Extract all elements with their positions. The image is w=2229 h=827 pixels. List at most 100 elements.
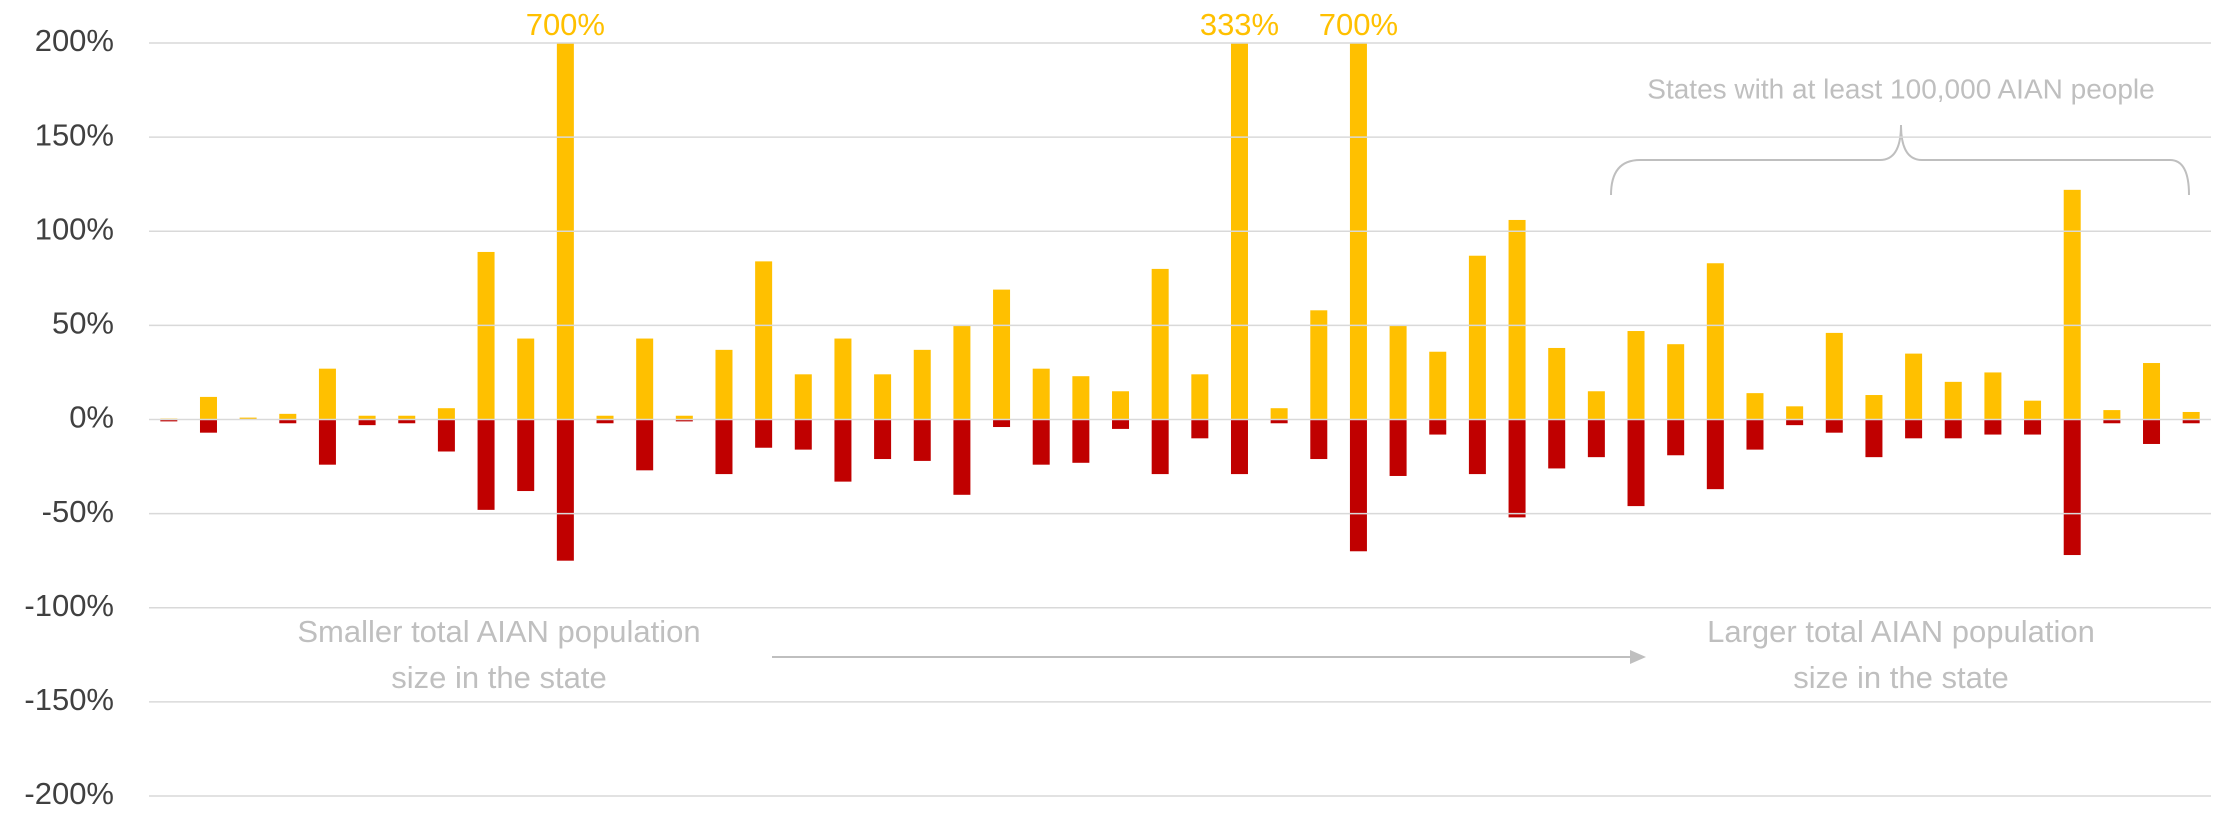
bar: [715, 419, 733, 475]
bar: [1746, 419, 1764, 450]
y-tick-label: -50%: [42, 494, 114, 529]
bar: [1587, 419, 1605, 458]
bar: [1627, 419, 1645, 507]
bar: [1032, 419, 1050, 465]
bar: [1310, 419, 1328, 460]
bar: [1548, 347, 1566, 420]
bar: [318, 419, 336, 465]
bar: [517, 419, 535, 492]
bar: [1627, 331, 1645, 420]
bar: [437, 408, 455, 420]
bar: [1270, 408, 1288, 420]
bar: [556, 419, 574, 561]
bar: [2024, 419, 2042, 435]
annotation: size in the state: [1793, 660, 2008, 695]
bar: [675, 419, 693, 422]
bar: [1905, 419, 1923, 439]
bar: [160, 419, 178, 422]
bar: [2143, 363, 2161, 420]
bar: [2063, 419, 2081, 556]
bar: [358, 419, 376, 426]
bar: [279, 413, 297, 420]
bar: [1429, 419, 1447, 435]
bar: [794, 419, 812, 450]
bar: [1984, 419, 2002, 435]
bar: [953, 419, 971, 495]
bar: [358, 415, 376, 420]
bar: [596, 415, 614, 420]
bar: [318, 368, 336, 420]
y-tick-label: 50%: [52, 306, 114, 341]
bar: [1508, 419, 1526, 518]
bar: [1112, 391, 1130, 420]
annotation: Larger total AIAN population: [1707, 614, 2095, 649]
bar: [636, 338, 654, 420]
bar: [715, 349, 733, 420]
bar: [1389, 419, 1407, 476]
bar: [1865, 419, 1883, 458]
bar: [834, 338, 852, 420]
bar: [1944, 419, 1962, 439]
data-label: 700%: [526, 7, 605, 42]
bar: [1349, 43, 1367, 420]
bar: [596, 419, 614, 424]
data-label: 700%: [1319, 7, 1398, 42]
bar: [913, 349, 931, 420]
bar: [1984, 372, 2002, 420]
y-tick-label: -200%: [24, 776, 114, 811]
bar: [199, 419, 217, 433]
bar: [2103, 419, 2121, 424]
bar: [2024, 400, 2042, 420]
brace: [1610, 124, 2190, 196]
bar: [1786, 419, 1804, 426]
bar: [437, 419, 455, 452]
bar: [755, 261, 773, 420]
bar: [1667, 344, 1685, 420]
bar: [1032, 368, 1050, 420]
bar: [1508, 219, 1526, 420]
bar: [398, 415, 416, 420]
y-tick-label: 0%: [69, 400, 114, 435]
bar: [2103, 410, 2121, 420]
bar: [1468, 419, 1486, 475]
bar: [1429, 351, 1447, 420]
bar: [1191, 419, 1209, 439]
bar: [1548, 419, 1566, 469]
data-label: 333%: [1200, 7, 1279, 42]
bar: [2143, 419, 2161, 444]
bar: [1825, 332, 1843, 420]
y-tick-label: -150%: [24, 682, 114, 717]
bar: [398, 419, 416, 424]
bar: [1230, 419, 1248, 475]
bar: [794, 374, 812, 420]
bar: [1072, 419, 1090, 463]
annotation-arrow: [772, 650, 1646, 664]
y-tick-label: -100%: [24, 588, 114, 623]
bar: [1905, 353, 1923, 420]
bar: [477, 419, 495, 510]
bar: [913, 419, 931, 461]
bar: [1349, 419, 1367, 552]
bar: [556, 43, 574, 420]
bar: [1389, 325, 1407, 420]
bar: [1270, 419, 1288, 424]
bar: [1587, 391, 1605, 420]
y-tick-label: 200%: [35, 23, 114, 58]
annotation: Smaller total AIAN population: [297, 614, 700, 649]
bar: [1825, 419, 1843, 433]
bar: [636, 419, 654, 471]
bar: [1191, 374, 1209, 420]
bar: [239, 417, 257, 420]
bar: [874, 419, 892, 460]
bar: [1865, 395, 1883, 420]
bar: [199, 396, 217, 420]
bar: [874, 374, 892, 420]
bar: [755, 419, 773, 448]
bar: [1310, 310, 1328, 420]
bar: [1468, 255, 1486, 420]
bar: [279, 419, 297, 424]
bar: [2182, 411, 2200, 420]
bar: [1151, 268, 1169, 420]
y-tick-label: 150%: [35, 117, 114, 152]
